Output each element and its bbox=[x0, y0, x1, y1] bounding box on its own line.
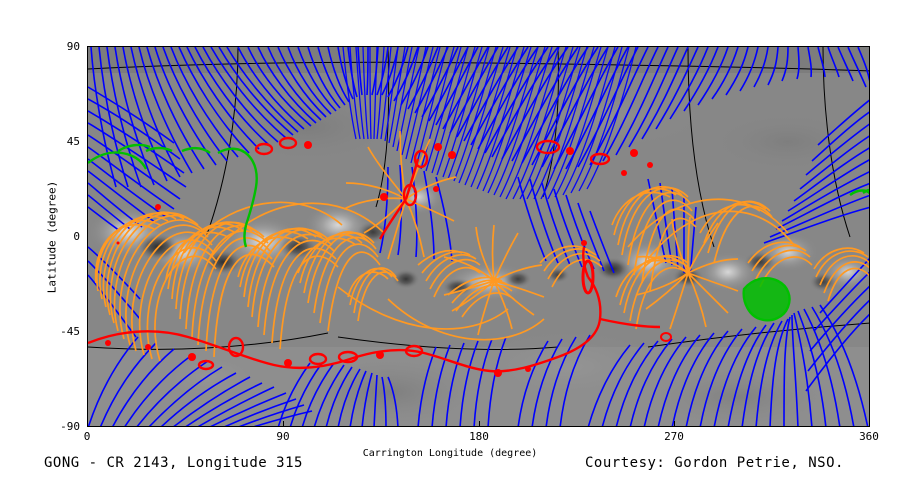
y-axis-label: Latitude (degree) bbox=[45, 180, 59, 294]
magnetic-null-points bbox=[105, 136, 672, 377]
ytick-label-90: 90 bbox=[66, 40, 80, 53]
xtick-mark bbox=[87, 421, 88, 427]
coronal-hole-boundary bbox=[88, 143, 869, 322]
figure-caption-left: GONG - CR 2143, Longitude 315 bbox=[44, 455, 303, 471]
xtick-label-0: 0 bbox=[83, 430, 91, 443]
figure-caption-right: Courtesy: Gordon Petrie, NSO. bbox=[585, 455, 844, 471]
xtick-label-270: 270 bbox=[664, 430, 684, 443]
closed-field-lines bbox=[94, 130, 869, 362]
ytick-label-0: 0 bbox=[73, 230, 80, 243]
ytick-label-m45: -45 bbox=[60, 325, 80, 338]
xtick-mark bbox=[674, 421, 675, 427]
dense-polar-open-field bbox=[342, 47, 637, 200]
ytick-label-m90: -90 bbox=[60, 420, 80, 433]
xtick-mark bbox=[479, 421, 480, 427]
x-axis-label: Carrington Longitude (degree) bbox=[362, 448, 538, 459]
polarity-inversion-line bbox=[88, 158, 661, 373]
ytick-label-45: 45 bbox=[66, 135, 80, 148]
xtick-mark bbox=[283, 421, 284, 427]
magnetogram-plot-area bbox=[87, 46, 870, 427]
xtick-label-90: 90 bbox=[276, 430, 290, 443]
field-line-map bbox=[88, 47, 869, 426]
xtick-mark bbox=[869, 421, 870, 427]
xtick-label-360: 360 bbox=[859, 430, 879, 443]
xtick-label-180: 180 bbox=[469, 430, 489, 443]
